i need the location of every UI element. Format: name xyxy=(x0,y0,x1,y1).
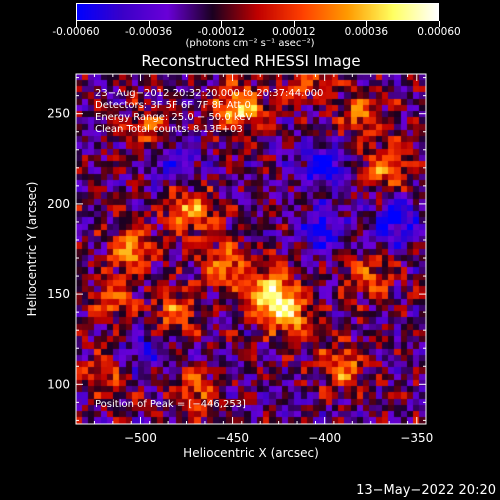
colorbar-tick-label: 0.00036 xyxy=(344,26,389,38)
colorbar-tick-label: -0.00060 xyxy=(52,26,100,38)
annotation-energy: Energy Range: 25.0 − 50.0 keV xyxy=(95,112,252,123)
colorbar-tick-label: -0.00036 xyxy=(124,26,173,38)
peak-position-label: Position of Peak = [−446,253] xyxy=(95,399,246,410)
colorbar-tick-label: 0.00060 xyxy=(417,26,461,38)
y-tick-label: 200 xyxy=(47,197,70,211)
annotation-time: 23−Aug−2012 20:32:20.000 to 20:37:44.000 xyxy=(95,88,323,99)
colorbar xyxy=(76,3,439,21)
y-axis: 100 150 200 250 xyxy=(47,77,426,421)
colorbar-ticks xyxy=(76,21,440,27)
colorbar-tick xyxy=(221,21,223,27)
y-tick-label: 100 xyxy=(47,377,70,391)
timestamp: 13−May−2022 20:20 xyxy=(356,483,496,498)
annotation-counts: Clean Total counts: 8.13E+03 xyxy=(95,124,243,135)
plot-frame xyxy=(75,73,427,425)
x-axis: −500 −450 −400 −350 xyxy=(93,74,433,445)
x-axis-label: Heliocentric X (arcsec) xyxy=(183,446,319,460)
colorbar-tick-label: 0.00012 xyxy=(272,26,316,38)
colorbar-gradient xyxy=(76,3,439,21)
x-tick-label: −450 xyxy=(216,431,249,445)
colorbar-tick-label: -0.00012 xyxy=(197,26,245,38)
y-tick-label: 250 xyxy=(47,107,70,121)
colorbar-tick xyxy=(439,21,440,27)
x-tick-label: −500 xyxy=(124,431,157,445)
colorbar-tick xyxy=(293,21,295,27)
heatmap-image xyxy=(76,74,426,424)
colorbar-tick xyxy=(148,21,150,27)
colorbar-units: (photons cm⁻² s⁻¹ asec⁻²) xyxy=(185,38,315,49)
chart-title: Reconstructed RHESSI Image xyxy=(141,52,361,70)
colorbar-tick xyxy=(76,21,77,27)
y-tick-label: 150 xyxy=(47,287,70,301)
y-axis-label: Heliocentric Y (arcsec) xyxy=(25,182,39,317)
x-tick-label: −350 xyxy=(400,431,433,445)
x-tick-label: −400 xyxy=(308,431,341,445)
annotation-detectors: Detectors: 3F 5F 6F 7F 8F Att 0 xyxy=(95,100,251,111)
colorbar-tick xyxy=(366,21,368,27)
